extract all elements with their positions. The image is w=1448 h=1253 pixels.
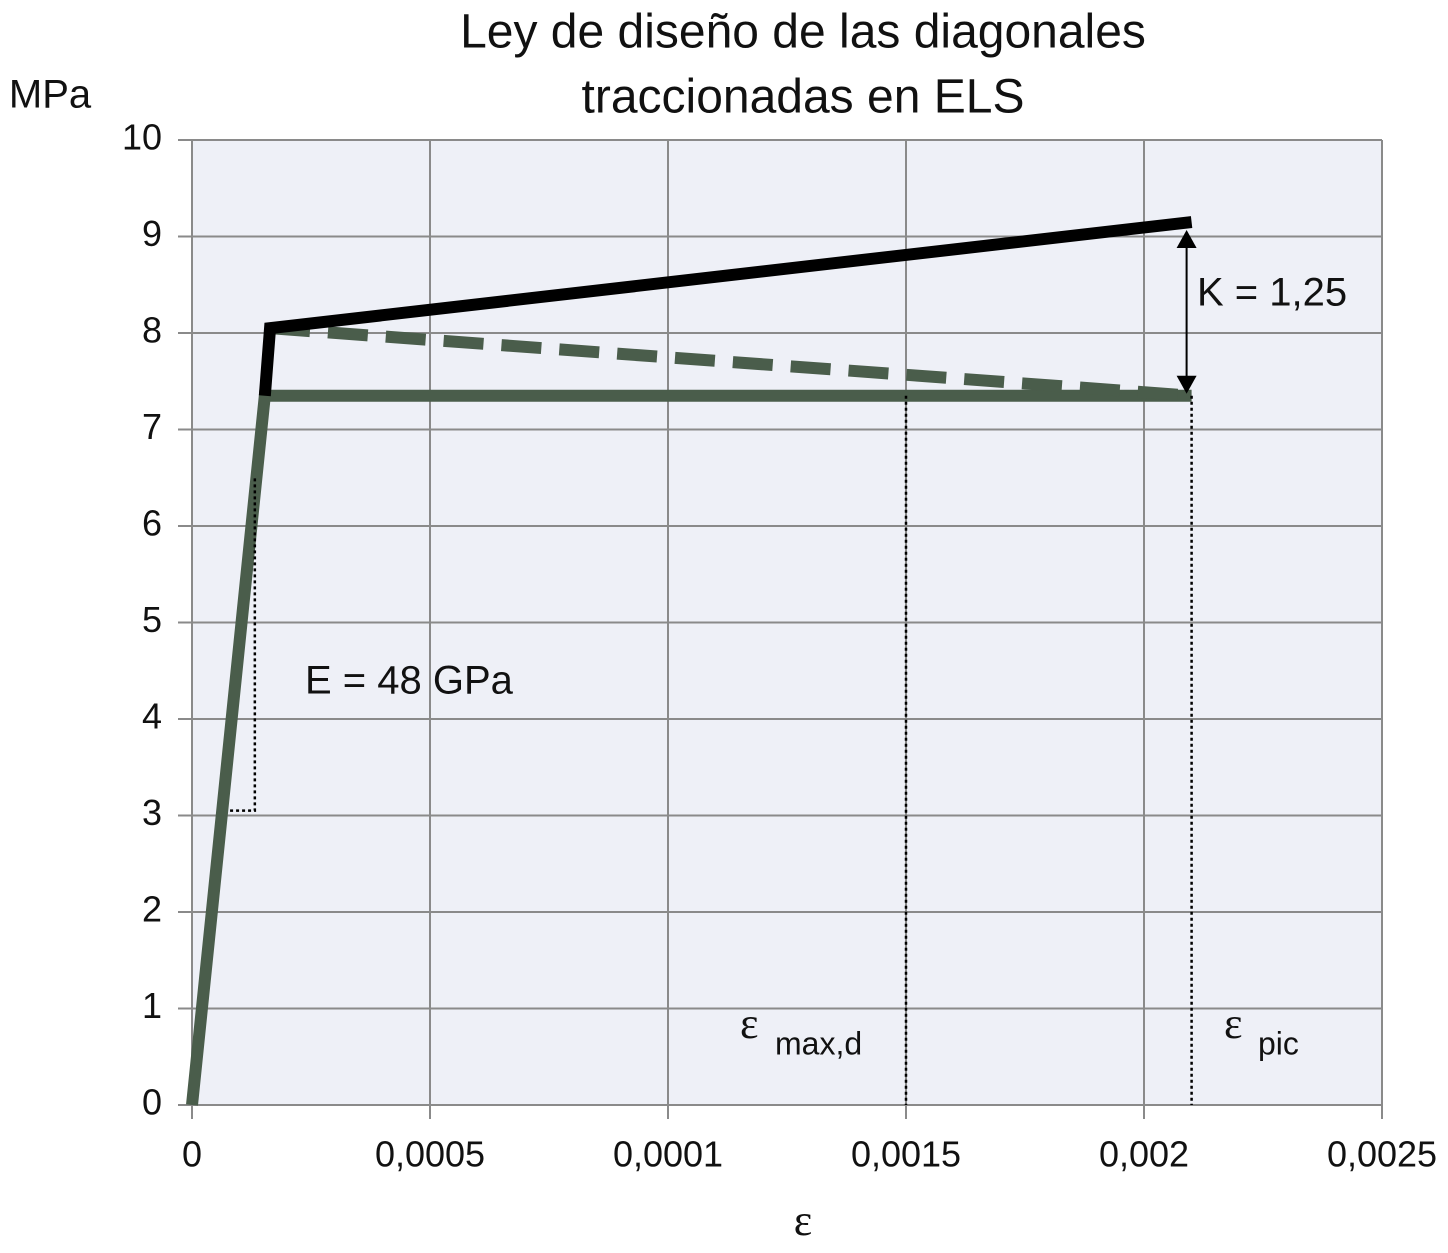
y-tick-label: 2 [142,889,162,930]
y-tick-label: 8 [142,310,162,351]
x-tick-label: 0,0015 [851,1134,961,1175]
y-axis-label: MPa [9,73,92,117]
y-tick-label: 0 [142,1082,162,1123]
y-tick-label: 6 [142,503,162,544]
annotation: ε [1224,999,1242,1048]
arrow-head [1176,375,1197,394]
x-tick-label: 0,0025 [1327,1134,1437,1175]
series-line [269,322,1193,402]
annotation: K = 1,25 [1197,271,1347,315]
y-tick-label: 3 [142,792,162,833]
y-tick-label: 4 [142,696,162,737]
chart-title: Ley de diseño de las diagonales [460,6,1146,59]
y-tick-label: 7 [142,406,162,447]
x-tick-label: 0 [182,1134,202,1175]
x-tick-label: 0,0005 [375,1134,485,1175]
arrow-head [1176,230,1197,249]
y-tick-label: 5 [142,599,162,640]
annotation-sub: max,d [775,1025,862,1061]
annotation: ε [740,999,758,1048]
y-tick-label: 9 [142,213,162,254]
series-line [258,216,1193,397]
x-tick-label: 0,0001 [613,1134,723,1175]
annotation: E = 48 GPa [305,659,514,703]
x-axis-label: ε [794,1196,812,1245]
annotation-sub: pic [1258,1025,1299,1061]
x-tick-label: 0,002 [1099,1134,1189,1175]
series-line [230,477,257,812]
y-tick-label: 1 [142,985,162,1026]
y-tick-label: 10 [122,117,162,158]
chart-title: traccionadas en ELS [582,71,1025,124]
